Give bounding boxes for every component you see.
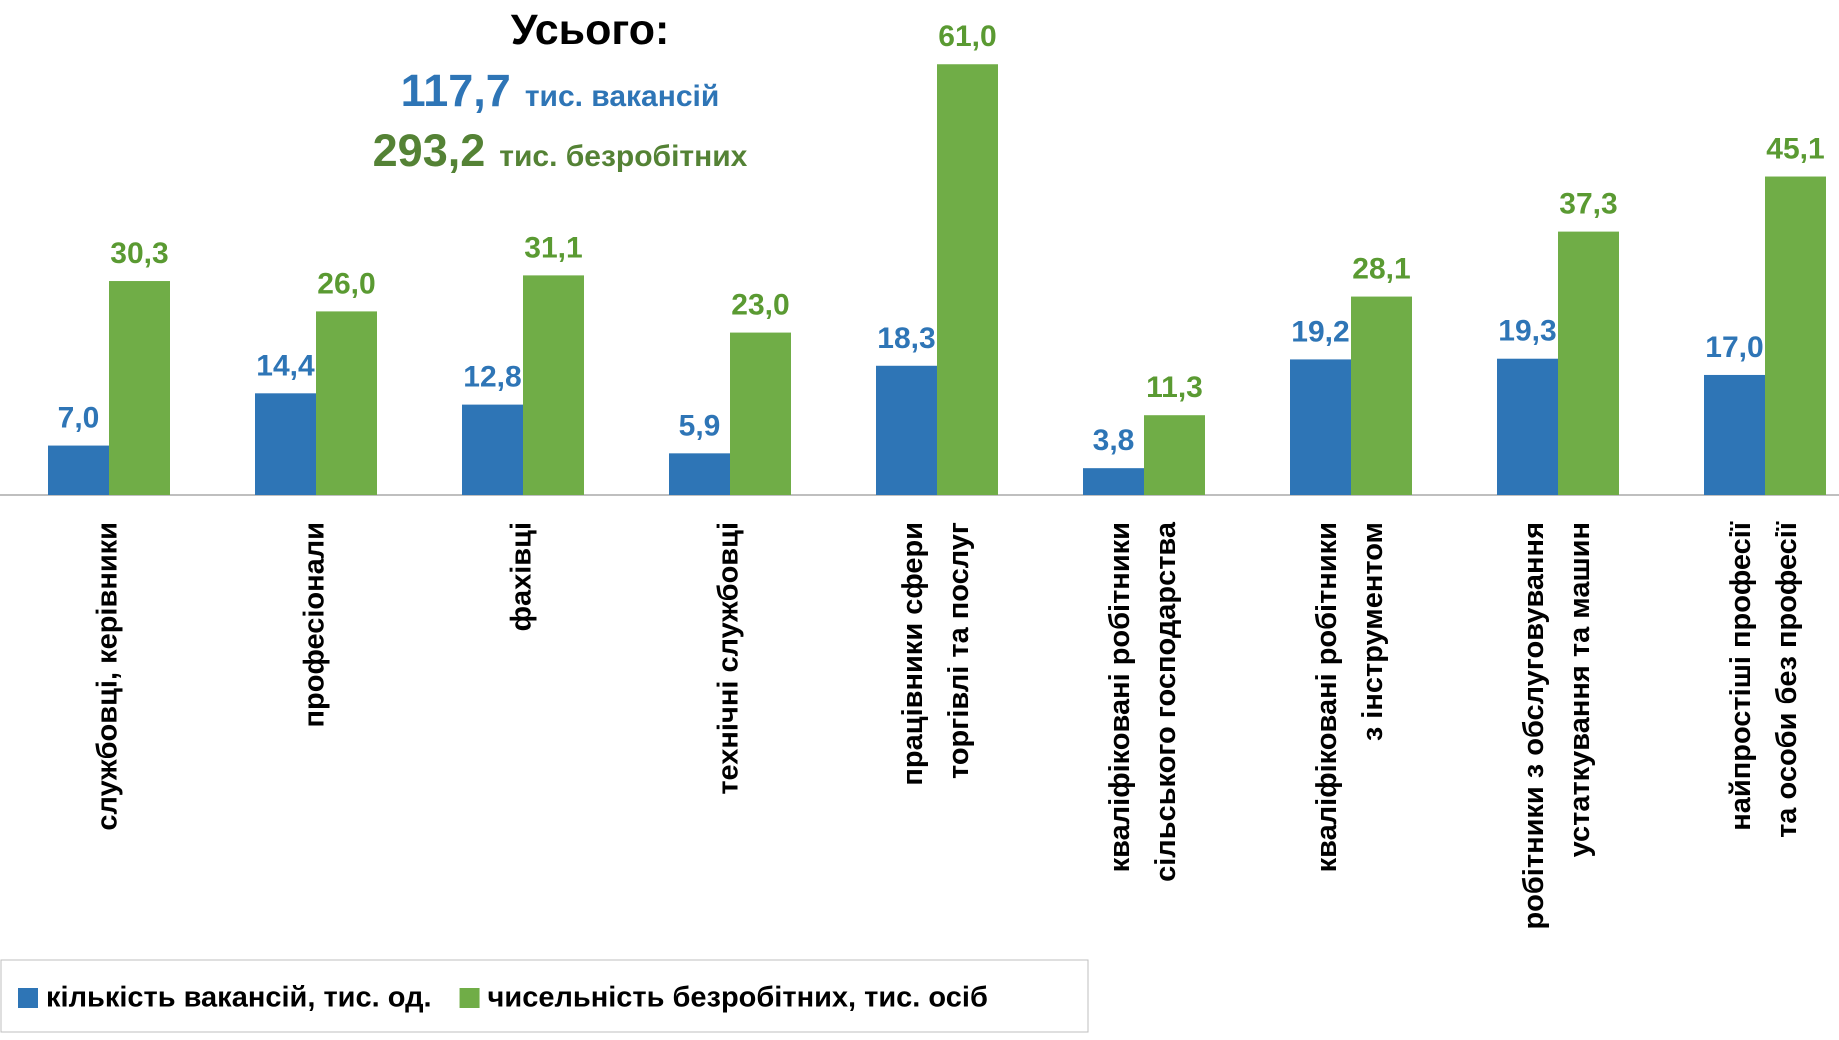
data-label: 3,8 [1093,424,1135,457]
bar [669,453,730,495]
data-label: 45,1 [1766,133,1824,166]
data-label: 12,8 [463,361,521,394]
legend-label: кількість вакансій, тис. од. [46,982,432,1014]
bar [876,365,937,495]
total-title: Усього: [511,6,670,54]
unemployed-value: 293,2 [373,125,486,176]
bar [1704,374,1765,495]
bar [316,311,377,495]
data-label: 30,3 [110,237,168,270]
x-label-group: кваліфіковані робітники з інструментом [1311,522,1389,872]
vacancies-value: 117,7 [401,65,511,116]
data-label: 31,1 [524,231,582,264]
bar [1497,358,1558,495]
bar [523,275,584,495]
x-tick-label: найпростіші професії та особи без професі… [1725,521,1803,838]
data-label: 23,0 [731,289,789,322]
data-label: 17,0 [1705,331,1763,364]
x-label-group: професіонали [299,522,331,727]
data-label: 19,2 [1291,315,1349,348]
bar [48,445,109,495]
vacancies-text: тис. вакансій [525,80,720,113]
x-tick-label: працівники сфери торгівлі та послуг [897,522,975,786]
bar [1290,359,1351,495]
bar [255,393,316,495]
legend-label: чисельність безробітних, тис. осіб [488,982,988,1014]
x-label-group: найпростіші професії та особи без професі… [1725,521,1803,838]
x-tick-label: фахівці [506,522,538,631]
data-label: 26,0 [317,267,375,300]
x-tick-label: робітники з обслуговування устаткування т… [1518,522,1596,930]
legend-swatch [459,988,480,1008]
data-label: 19,3 [1498,315,1556,348]
bar [462,404,523,495]
bar [937,64,998,495]
data-label: 61,0 [938,20,996,53]
unemployed-total: 293,2 тис. безробітних [373,125,748,176]
data-label: 14,4 [256,349,315,382]
x-tick-label: технічні службовці [713,522,745,795]
x-label-group: робітники з обслуговування устаткування т… [1518,522,1596,930]
legend-swatch [18,988,38,1008]
x-label-group: службовці, керівники [92,522,124,831]
x-label-group: працівники сфери торгівлі та послуг [897,522,975,786]
bar [730,332,791,495]
x-tick-label: професіонали [299,522,331,727]
vacancies-total: 117,7 тис. вакансій [401,65,720,116]
data-label: 7,0 [58,402,100,435]
bar [1558,231,1619,495]
x-tick-label: службовці, керівники [92,522,124,831]
data-label: 28,1 [1352,253,1410,286]
data-label: 11,3 [1146,371,1203,404]
bar [1083,468,1144,495]
bar [1144,415,1205,495]
bar [1765,176,1826,496]
x-label-group: фахівці [506,522,538,631]
x-tick-label: кваліфіковані робітники сільського господ… [1104,521,1182,882]
x-label-group: кваліфіковані робітники сільського господ… [1104,521,1182,882]
x-label-group: технічні службовці [713,522,745,795]
data-label: 18,3 [877,322,935,355]
legend-box [0,959,1089,1033]
bar [109,281,170,495]
data-label: 37,3 [1559,188,1617,221]
data-label: 5,9 [679,409,721,442]
x-tick-label: кваліфіковані робітники з інструментом [1311,522,1389,872]
bar [1351,296,1412,495]
unemployed-text: тис. безробітних [499,140,747,173]
